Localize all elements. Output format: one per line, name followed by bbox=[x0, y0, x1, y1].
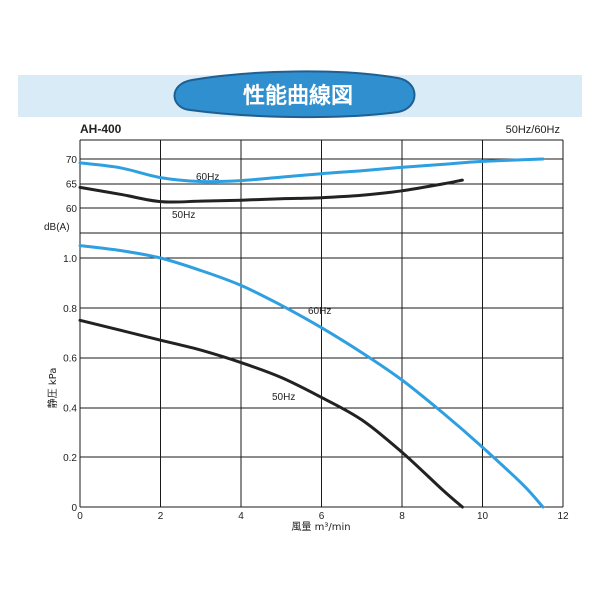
pressure-tick-label: 0.4 bbox=[63, 403, 77, 414]
pressure-label-60hz: 60Hz bbox=[308, 306, 331, 317]
x-tick-label: 12 bbox=[557, 511, 569, 522]
db-tick-label: 65 bbox=[66, 180, 78, 191]
db-axis-label: dB(A) bbox=[44, 222, 70, 233]
banner-title: 性能曲線図 bbox=[243, 83, 353, 109]
model-label: AH-400 bbox=[80, 122, 122, 136]
db-tick-label: 60 bbox=[66, 204, 78, 215]
series-lines bbox=[78, 157, 545, 509]
pressure-line-60hz bbox=[78, 244, 545, 509]
title-banner bbox=[173, 70, 416, 119]
pressure-tick-label: 0.6 bbox=[63, 354, 77, 365]
noise-label-60hz: 60Hz bbox=[196, 172, 219, 183]
pressure-label-50hz: 50Hz bbox=[272, 392, 295, 403]
pressure-tick-label: 0.2 bbox=[63, 453, 77, 464]
pressure-tick-label: 0.8 bbox=[63, 304, 77, 315]
x-tick-label: 8 bbox=[399, 511, 405, 522]
noise-line-50hz bbox=[78, 178, 464, 204]
y-axis-label: 静圧 kPa bbox=[46, 368, 59, 409]
pressure-line-50hz bbox=[78, 318, 464, 509]
frequency-label: 50Hz/60Hz bbox=[506, 124, 560, 136]
grid bbox=[79, 139, 564, 508]
x-tick-label: 10 bbox=[477, 511, 489, 522]
pressure-tick-label: 1.0 bbox=[63, 254, 77, 265]
x-axis-label: 風量 m³/min bbox=[291, 521, 350, 533]
noise-line-60hz bbox=[78, 157, 545, 184]
noise-label-50hz: 50Hz bbox=[172, 210, 195, 221]
x-tick-label: 6 bbox=[319, 511, 325, 522]
x-tick-label: 2 bbox=[158, 511, 164, 522]
pressure-tick-label: 0 bbox=[71, 503, 77, 514]
tick-labels: 60 65 70 0 0.2 0.4 0.6 0.8 1.0 0 2 4 6 8 10 12 bbox=[63, 155, 569, 522]
series-labels: 60Hz 50Hz 60Hz 50Hz bbox=[172, 172, 331, 403]
x-tick-label: 4 bbox=[238, 511, 244, 522]
x-tick-label: 0 bbox=[77, 511, 83, 522]
db-tick-label: 70 bbox=[66, 155, 78, 166]
